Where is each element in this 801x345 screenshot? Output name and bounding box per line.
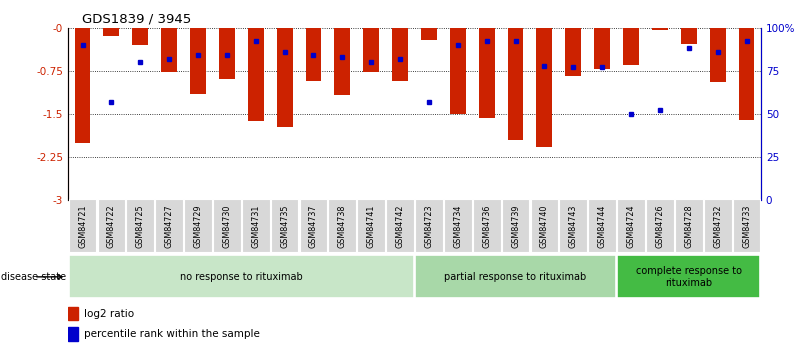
FancyBboxPatch shape	[675, 199, 702, 252]
Text: GSM84726: GSM84726	[655, 205, 664, 248]
Text: no response to rituximab: no response to rituximab	[180, 272, 303, 282]
Text: GSM84737: GSM84737	[309, 205, 318, 248]
FancyBboxPatch shape	[588, 199, 616, 252]
Text: GSM84735: GSM84735	[280, 205, 289, 248]
Text: GSM84739: GSM84739	[511, 205, 520, 248]
Text: complete response to
rituximab: complete response to rituximab	[636, 266, 742, 288]
Bar	[566, 28, 582, 77]
Text: GSM84732: GSM84732	[713, 205, 723, 248]
FancyBboxPatch shape	[98, 199, 125, 252]
Text: GSM84738: GSM84738	[338, 205, 347, 248]
FancyBboxPatch shape	[530, 199, 558, 252]
FancyBboxPatch shape	[646, 199, 674, 252]
FancyBboxPatch shape	[69, 199, 96, 252]
FancyBboxPatch shape	[618, 199, 645, 252]
Bar	[68, 307, 78, 320]
Text: GSM84733: GSM84733	[742, 205, 751, 248]
FancyBboxPatch shape	[357, 199, 385, 252]
FancyBboxPatch shape	[300, 199, 328, 252]
FancyBboxPatch shape	[415, 199, 443, 252]
FancyBboxPatch shape	[704, 199, 731, 252]
Text: GSM84728: GSM84728	[684, 205, 694, 248]
Bar	[305, 28, 321, 80]
FancyBboxPatch shape	[127, 199, 154, 252]
Bar	[508, 28, 524, 140]
Bar	[334, 28, 350, 96]
Text: log2 ratio: log2 ratio	[84, 309, 135, 318]
Text: partial response to rituximab: partial response to rituximab	[445, 272, 586, 282]
FancyBboxPatch shape	[473, 199, 501, 252]
Text: GSM84727: GSM84727	[165, 205, 174, 248]
Bar	[594, 28, 610, 69]
FancyBboxPatch shape	[271, 199, 299, 252]
Text: GSM84743: GSM84743	[569, 205, 578, 248]
Bar	[537, 28, 553, 147]
Bar	[68, 327, 78, 341]
Text: GSM84725: GSM84725	[135, 205, 145, 248]
FancyBboxPatch shape	[386, 199, 414, 252]
Bar	[681, 28, 697, 44]
Bar	[132, 28, 148, 45]
Bar	[623, 28, 639, 65]
Bar	[103, 28, 119, 36]
Text: GSM84723: GSM84723	[425, 205, 433, 248]
Text: GSM84721: GSM84721	[78, 205, 87, 248]
FancyBboxPatch shape	[415, 255, 616, 298]
Text: GSM84734: GSM84734	[453, 205, 462, 248]
Bar	[219, 28, 235, 79]
Bar	[739, 28, 755, 120]
FancyBboxPatch shape	[444, 199, 472, 252]
Bar	[710, 28, 726, 82]
Bar	[248, 28, 264, 121]
FancyBboxPatch shape	[213, 199, 241, 252]
FancyBboxPatch shape	[242, 199, 270, 252]
Bar	[74, 28, 91, 142]
Bar	[161, 28, 177, 72]
Bar	[392, 28, 408, 81]
Bar	[364, 28, 379, 72]
Bar	[450, 28, 465, 114]
Text: percentile rank within the sample: percentile rank within the sample	[84, 329, 260, 339]
Text: GSM84731: GSM84731	[252, 205, 260, 248]
Bar	[276, 28, 292, 127]
Text: GSM84729: GSM84729	[194, 205, 203, 248]
Text: GDS1839 / 3945: GDS1839 / 3945	[82, 12, 191, 25]
Bar	[479, 28, 495, 118]
Text: GSM84740: GSM84740	[540, 205, 549, 248]
FancyBboxPatch shape	[184, 199, 211, 252]
Text: disease state: disease state	[2, 272, 66, 282]
Text: GSM84724: GSM84724	[626, 205, 635, 248]
FancyBboxPatch shape	[618, 255, 760, 298]
Text: GSM84742: GSM84742	[396, 205, 405, 248]
Text: GSM84722: GSM84722	[107, 205, 116, 248]
Bar	[652, 28, 668, 30]
FancyBboxPatch shape	[155, 199, 183, 252]
Text: GSM84730: GSM84730	[223, 205, 231, 248]
Bar	[190, 28, 206, 94]
FancyBboxPatch shape	[69, 255, 414, 298]
FancyBboxPatch shape	[328, 199, 356, 252]
Text: GSM84741: GSM84741	[367, 205, 376, 248]
FancyBboxPatch shape	[733, 199, 760, 252]
FancyBboxPatch shape	[559, 199, 587, 252]
Text: GSM84736: GSM84736	[482, 205, 491, 248]
FancyBboxPatch shape	[501, 199, 529, 252]
Text: GSM84744: GSM84744	[598, 205, 606, 248]
Bar	[421, 28, 437, 40]
